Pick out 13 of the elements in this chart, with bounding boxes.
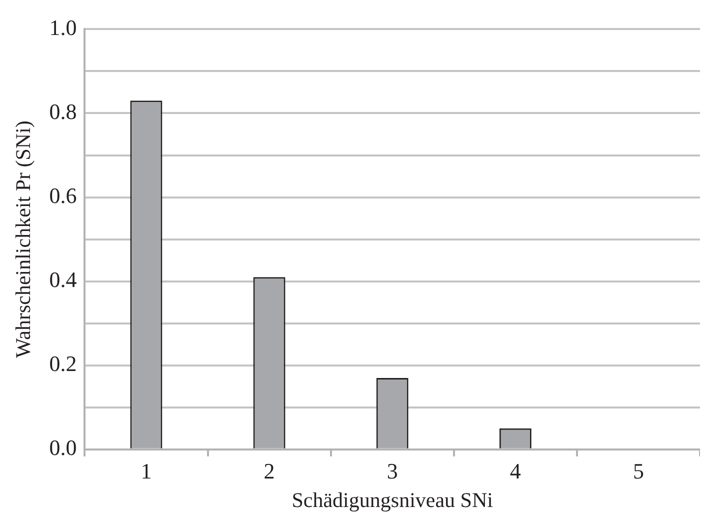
y-tick-label: 1.0 [49,14,77,40]
y-tick-label: 0.6 [49,183,77,208]
x-axis-title: Schädigungsniveau SNi [292,488,494,512]
x-tick-label: 1 [140,458,152,484]
x-tick-label: 4 [510,458,521,484]
y-tick-label: 0.2 [49,351,77,376]
y-tick-label: 0.4 [49,267,77,292]
x-tick-label: 2 [264,458,275,484]
y-tick-label: 0.8 [49,99,77,124]
x-tick-label: 3 [386,458,398,484]
y-axis-title: Wahrscheinlichkeit Pr (SNi) [11,120,36,358]
x-tick-label: 5 [632,458,644,484]
y-tick-label: 0.0 [49,435,77,460]
